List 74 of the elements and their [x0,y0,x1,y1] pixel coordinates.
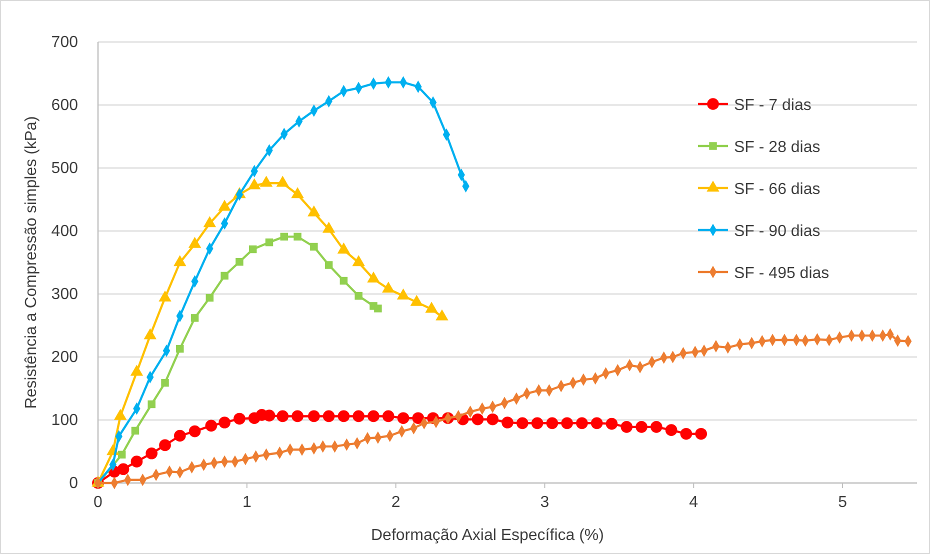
point [117,463,130,476]
point [188,425,201,438]
x-tick-label: 4 [689,494,698,511]
point [174,430,186,442]
point [472,413,484,426]
point [130,456,143,468]
point [220,272,228,280]
point [265,238,274,246]
point [352,410,365,422]
point [292,410,304,422]
point [206,294,214,302]
point [159,439,171,452]
point [546,417,558,430]
point [531,417,544,430]
point [590,417,603,430]
point [576,417,588,430]
x-tick-label: 2 [391,494,400,511]
point [218,416,230,428]
x-tick-label: 0 [94,494,103,511]
y-tick-label: 700 [51,34,78,52]
point [236,258,244,266]
point [324,261,333,269]
point [397,412,410,424]
point [294,232,302,241]
x-tick-label: 3 [540,494,550,511]
point [176,344,184,353]
point [146,447,158,460]
point [131,426,140,435]
y-tick-label: 300 [51,286,78,304]
point [161,378,169,387]
point [680,428,692,440]
x-axis-title: Deformação Axial Específica (%) [371,527,604,544]
legend-label: SF - 90 dias [734,223,820,240]
y-tick-label: 100 [51,412,78,430]
point [308,410,320,422]
point [412,412,424,424]
y-axis-title: Resistência a Compressão simples (kPa) [23,116,40,409]
y-tick-label: 600 [51,97,78,114]
point [502,416,514,428]
point [516,417,528,430]
y-tick-label: 400 [51,223,78,240]
point [248,245,257,254]
point [620,421,633,433]
point [606,418,618,430]
point [561,417,573,430]
x-tick-label: 1 [242,494,252,511]
point [374,304,382,312]
y-tick-label: 500 [51,160,78,178]
point [276,410,289,422]
legend-label: SF - 28 dias [734,139,820,156]
legend-label: SF - 495 dias [734,265,830,282]
point [205,420,218,432]
x-tick-label: 5 [838,494,848,511]
point [368,410,380,422]
point [118,450,126,459]
y-tick-label: 200 [51,349,78,366]
legend-label: SF - 66 dias [734,181,820,198]
point [382,410,394,422]
point [695,428,707,440]
point [354,292,362,300]
point [322,410,335,422]
point [280,232,288,241]
point [636,421,648,433]
point [234,412,246,425]
point [665,424,678,436]
point [650,421,662,433]
point [486,413,499,426]
point [340,276,348,285]
point [190,314,199,322]
y-tick-label: 0 [69,475,78,492]
point [338,410,350,422]
point [310,242,318,251]
point [148,400,156,408]
legend-label: SF - 7 dias [734,97,812,114]
